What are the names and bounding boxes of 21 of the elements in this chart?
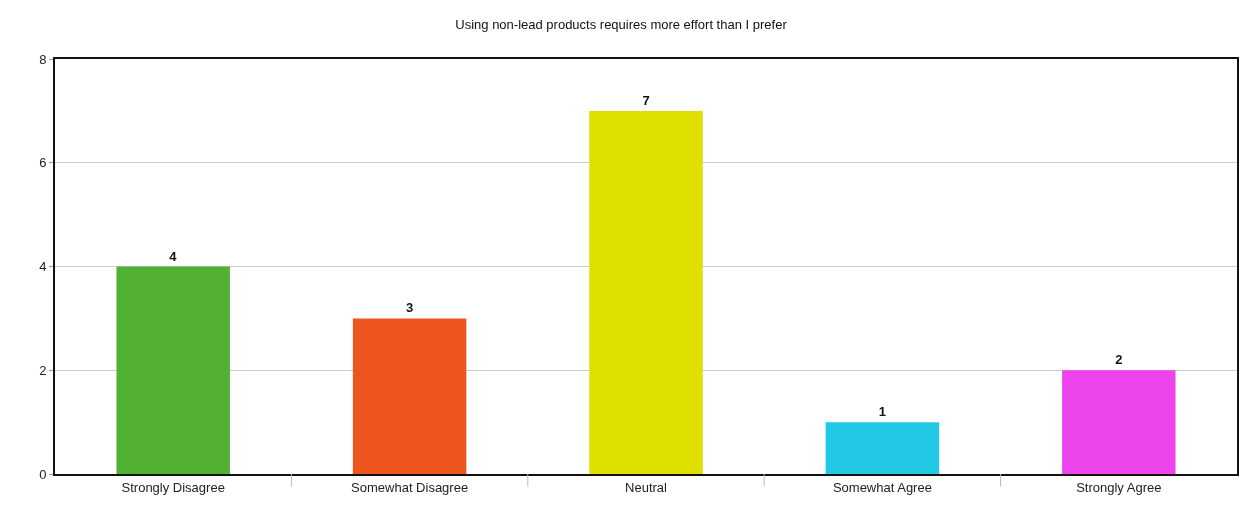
data-label: 2 (1115, 352, 1123, 368)
data-label: 4 (169, 248, 178, 264)
data-label: 7 (642, 92, 650, 108)
bar (589, 110, 703, 474)
bar (1062, 370, 1176, 474)
y-tick-label: 6 (39, 155, 47, 171)
y-tick-label: 2 (39, 362, 47, 378)
x-tick-label: Strongly Disagree (121, 479, 225, 495)
data-label: 1 (878, 404, 887, 420)
x-tick-label: Somewhat Disagree (351, 479, 469, 495)
x-tick-label: Strongly Agree (1076, 479, 1162, 495)
bar (116, 266, 230, 474)
bar (825, 422, 940, 474)
y-tick-label: 0 (39, 466, 47, 482)
y-tick-label: 8 (39, 51, 47, 67)
bar (352, 318, 467, 474)
y-tick-label: 4 (39, 259, 47, 275)
x-tick-label: Neutral (625, 479, 668, 495)
data-label: 3 (405, 300, 414, 316)
x-tick-label: Somewhat Agree (832, 479, 932, 495)
chart-title: Using non-lead products requires more effort than I prefer (455, 17, 788, 33)
